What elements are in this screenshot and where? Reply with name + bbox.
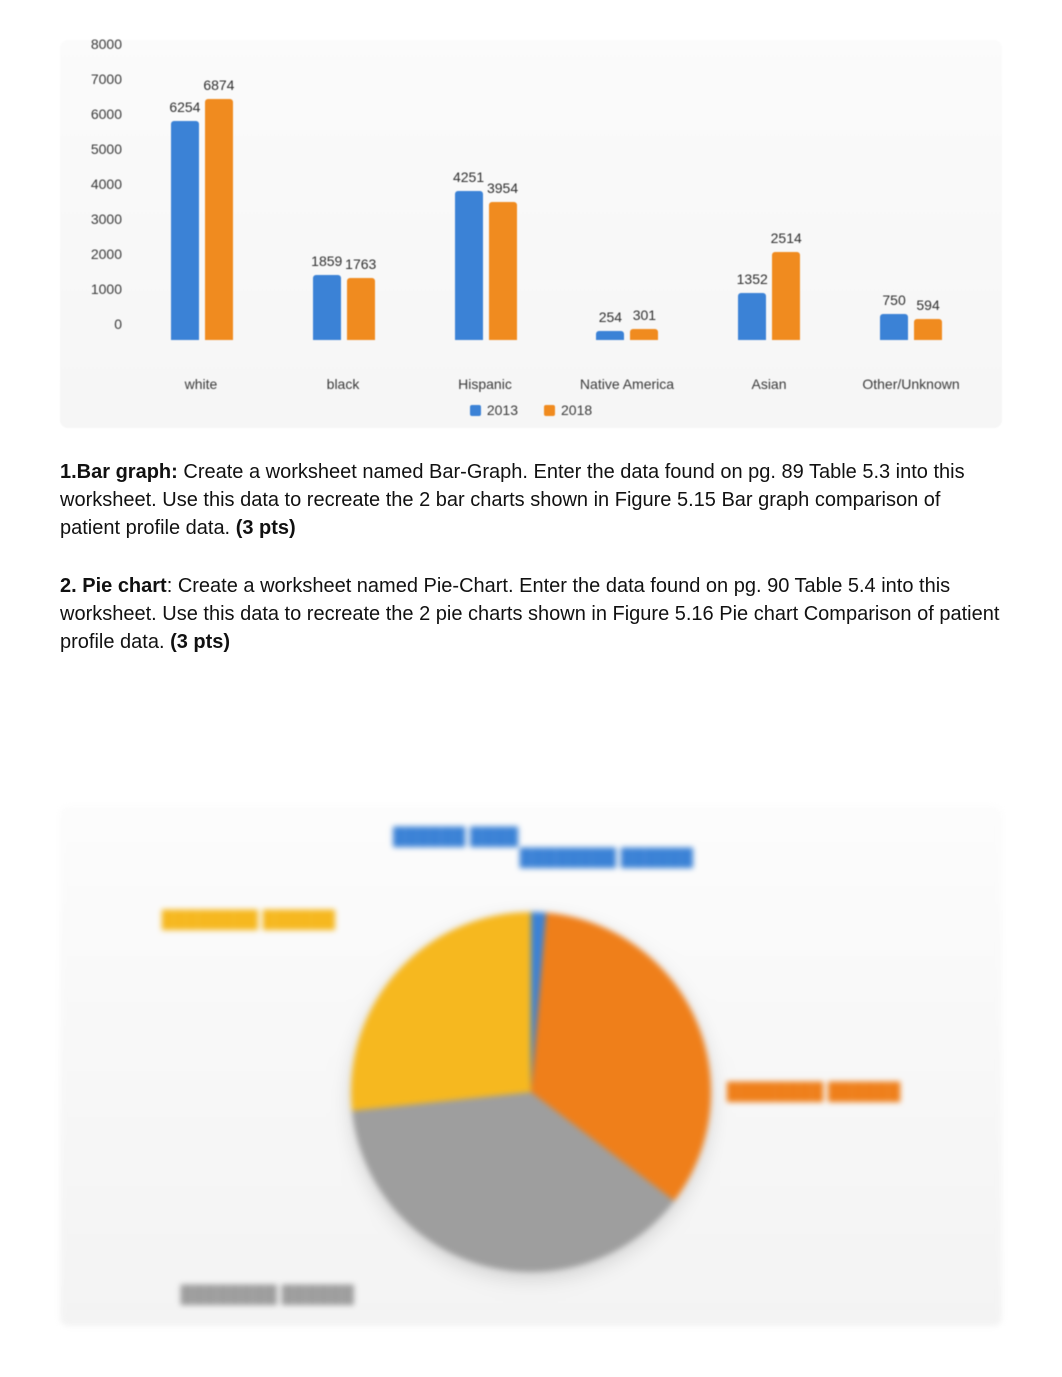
- bar: 4251: [455, 191, 483, 340]
- y-tick: 1000: [91, 281, 122, 297]
- bar-value-label: 4251: [453, 169, 484, 185]
- pie-slice-label: ████████ ██████: [162, 910, 335, 930]
- y-tick: 6000: [91, 106, 122, 122]
- bar-chart-plot: 6254687418591763425139542543011352251475…: [131, 60, 982, 340]
- bar-value-label: 1859: [311, 253, 342, 269]
- bar: 2514: [772, 252, 800, 340]
- bar: 594: [914, 319, 942, 340]
- bar-group: 18591763: [273, 275, 415, 340]
- x-label: black: [272, 376, 414, 392]
- bar-group: 13522514: [698, 252, 840, 340]
- pie-slice-label: ████████ ██████: [181, 1285, 354, 1305]
- y-tick: 5000: [91, 141, 122, 157]
- bar-value-label: 594: [916, 297, 939, 313]
- y-tick: 3000: [91, 211, 122, 227]
- x-label: Native America: [556, 376, 698, 392]
- y-tick: 2000: [91, 246, 122, 262]
- bar-chart-legend: 2013 2018: [80, 402, 982, 418]
- bar-value-label: 2514: [771, 230, 802, 246]
- y-tick: 4000: [91, 176, 122, 192]
- y-tick: 7000: [91, 71, 122, 87]
- pie-chart-disc: [351, 912, 711, 1272]
- bar-value-label: 254: [599, 309, 622, 325]
- x-label: white: [130, 376, 272, 392]
- x-label: Other/Unknown: [840, 376, 982, 392]
- bar: 3954: [489, 202, 517, 340]
- instruction-1-body: Create a worksheet named Bar-Graph. Ente…: [60, 461, 965, 539]
- instruction-2-lead: 2. Pie chart: [60, 575, 167, 597]
- bar-chart-x-labels: whiteblackHispanicNative AmericaAsianOth…: [130, 376, 982, 392]
- legend-swatch: [470, 405, 481, 416]
- bar: 6874: [205, 99, 233, 340]
- bar: 750: [880, 314, 908, 340]
- bar: 1859: [313, 275, 341, 340]
- instruction-bar-graph: 1.Bar graph: Create a worksheet named Ba…: [60, 458, 1002, 542]
- legend-item: 2018: [544, 402, 592, 418]
- bar: 254: [596, 331, 624, 340]
- pie-slice-label: ████████ ██████: [520, 848, 693, 868]
- pie-slice-label: ████████ ██████: [727, 1082, 900, 1102]
- instruction-1-tail: (3 pts): [236, 517, 296, 539]
- legend-item: 2013: [470, 402, 518, 418]
- pie-extra-label: ██████ ████: [393, 827, 518, 847]
- bar-value-label: 6874: [203, 77, 234, 93]
- y-tick: 8000: [91, 36, 122, 52]
- bar-value-label: 301: [633, 307, 656, 323]
- bar-group: 254 301: [556, 329, 698, 340]
- bar-value-label: 3954: [487, 180, 518, 196]
- bar: 1352: [738, 293, 766, 340]
- x-label: Asian: [698, 376, 840, 392]
- instruction-2-tail: (3 pts): [170, 631, 230, 653]
- bar-value-label: 750: [882, 292, 905, 308]
- bar-group: 750 594: [840, 314, 982, 340]
- bar-chart: 010002000300040005000600070008000 625468…: [60, 40, 1002, 428]
- bar-value-label: 1763: [345, 256, 376, 272]
- legend-label: 2013: [487, 402, 518, 418]
- bar-group: 62546874: [131, 99, 273, 340]
- x-label: Hispanic: [414, 376, 556, 392]
- bar: 6254: [171, 121, 199, 340]
- bar: 301: [630, 329, 658, 340]
- bar-group: 42513954: [415, 191, 557, 340]
- y-tick: 0: [114, 316, 122, 332]
- bar-value-label: 6254: [169, 99, 200, 115]
- instruction-pie-chart: 2. Pie chart: Create a worksheet named P…: [60, 572, 1002, 656]
- bar: 1763: [347, 278, 375, 340]
- legend-label: 2018: [561, 402, 592, 418]
- pie-chart: ████████ ██████ ████████ ██████ ████████ █…: [60, 806, 1002, 1326]
- instruction-1-lead: 1.Bar graph:: [60, 461, 178, 483]
- bar-value-label: 1352: [737, 271, 768, 287]
- legend-swatch: [544, 405, 555, 416]
- bar-chart-y-axis: 010002000300040005000600070008000: [80, 60, 130, 340]
